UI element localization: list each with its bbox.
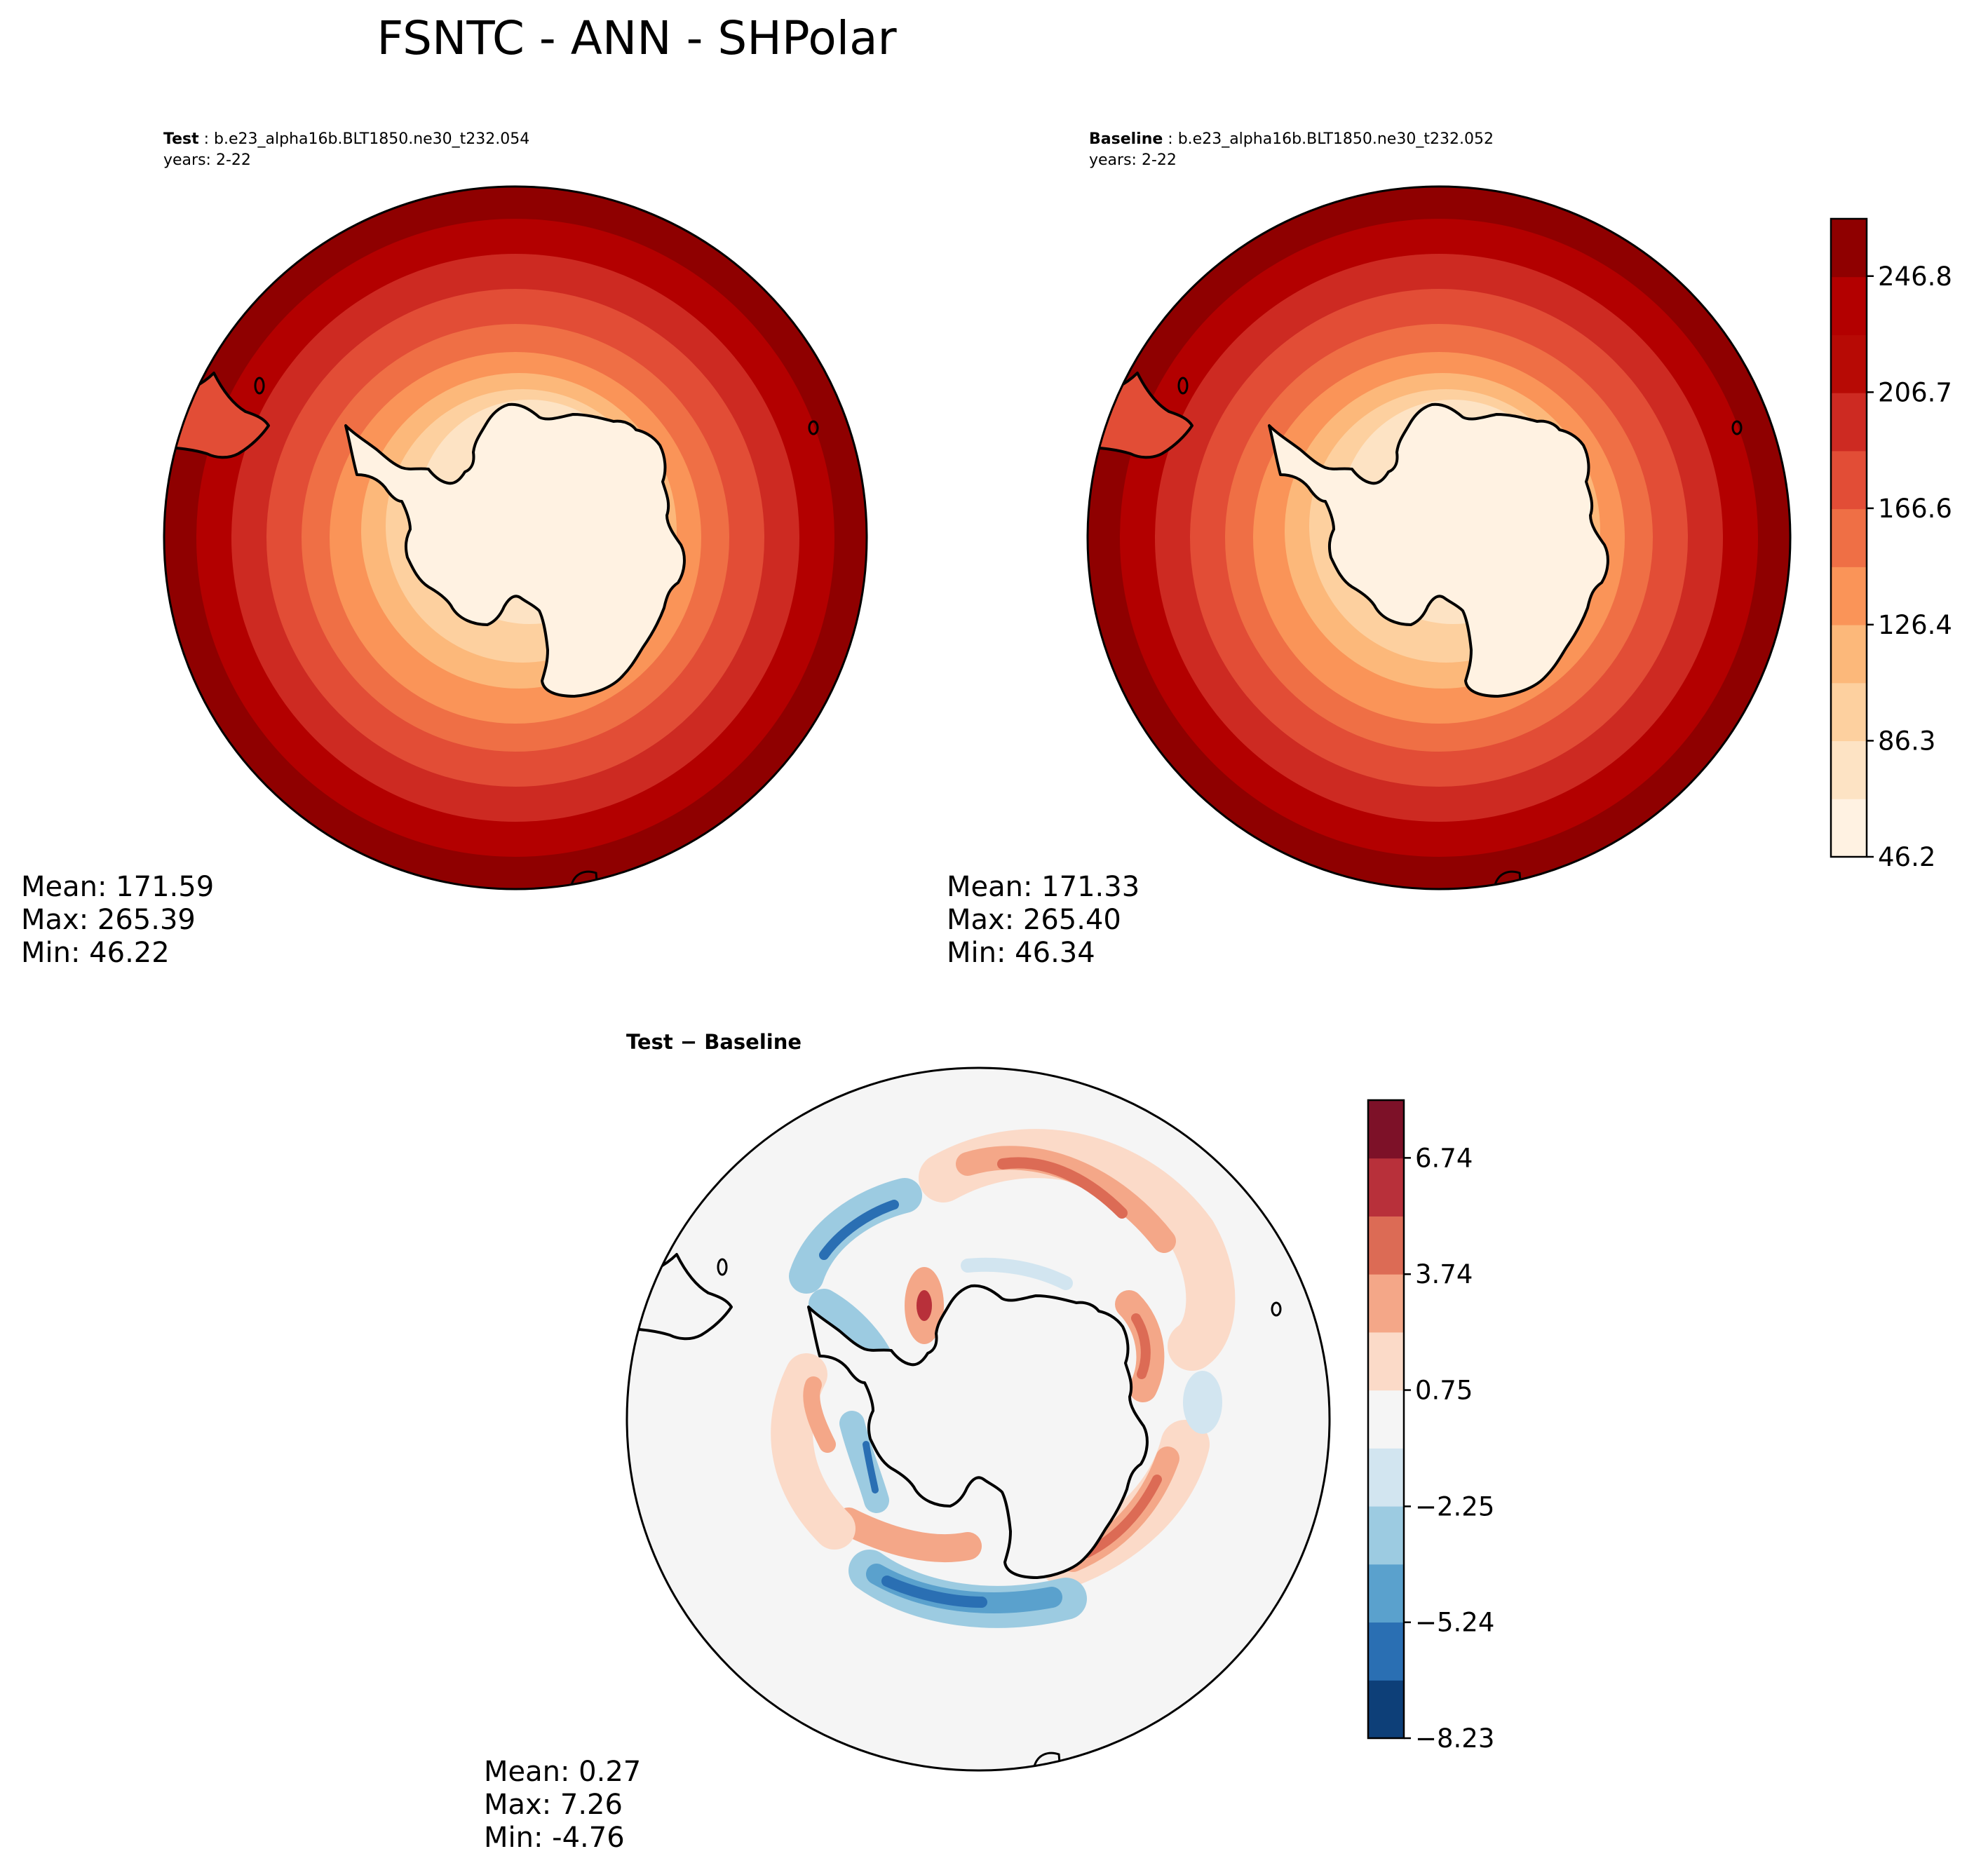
colorbar-main-frame	[1830, 217, 1868, 858]
test-island-1	[254, 377, 265, 395]
colorbar-difference-tick-label-4: 3.74	[1415, 1259, 1473, 1289]
diff-pos-south	[834, 1507, 982, 1563]
baseline-map-outline	[1086, 185, 1792, 890]
colorbar-main-level-4	[1831, 567, 1867, 625]
colorbar-difference-tick-label-3: 0.75	[1415, 1376, 1473, 1406]
colorbar-main: 46.2 86.3 126.4 166.6 206.7 246.8	[1830, 217, 1952, 872]
colorbar-difference-level-3	[1368, 1506, 1404, 1565]
baseline-case-name: b.e23_alpha16b.BLT1850.ne30_t232.052	[1178, 130, 1494, 148]
diff-pos-west-mid	[803, 1376, 836, 1453]
diff-neg-west-core	[863, 1441, 879, 1493]
colorbar-main-level-1	[1831, 740, 1867, 799]
test-map	[164, 187, 867, 889]
diff-neg-nw	[789, 1178, 922, 1294]
figure-title: FSNTC - ANN - SHPolar	[377, 11, 897, 65]
colorbar-main-level-10	[1831, 219, 1867, 278]
colorbar-main-level-7	[1831, 393, 1867, 452]
difference-island-1	[717, 1258, 728, 1276]
panel-difference: Test − Baseline	[484, 1030, 1494, 1854]
diff-neg-nw-core	[819, 1200, 899, 1260]
test-map-outline	[163, 185, 868, 890]
panel-test: Test : b.e23_alpha16b.BLT1850.ne30_t232.…	[21, 130, 868, 969]
difference-label: Test − Baseline	[626, 1030, 802, 1054]
baseline-years: years: 2-22	[1089, 151, 1177, 169]
test-case-name: b.e23_alpha16b.BLT1850.ne30_t232.054	[214, 130, 529, 148]
colorbar-main-level-2	[1831, 682, 1867, 742]
baseline-separator: :	[1163, 130, 1177, 148]
difference-island-2	[1271, 1301, 1282, 1317]
difference-map	[627, 1068, 1330, 1770]
colorbar-main-level-9	[1831, 276, 1867, 335]
colorbar-main-level-0	[1831, 799, 1867, 858]
test-min: Min: 46.22	[21, 937, 170, 969]
colorbar-difference-level-10	[1368, 1100, 1404, 1159]
difference-mean: Mean: 0.27	[484, 1756, 641, 1788]
colorbar-difference-tick-label-0: −8.23	[1415, 1723, 1494, 1754]
colorbar-main-tick-label-4: 206.7	[1878, 377, 1952, 407]
colorbar-difference-level-5	[1368, 1390, 1404, 1449]
colorbar-difference-frame	[1367, 1099, 1405, 1740]
colorbar-difference-level-7	[1368, 1274, 1404, 1333]
colorbar-main-level-6	[1831, 450, 1867, 510]
colorbar-difference-level-0	[1368, 1680, 1404, 1739]
test-years: years: 2-22	[163, 151, 251, 169]
colorbar-main-level-3	[1831, 625, 1867, 684]
diff-neg-east	[1183, 1371, 1222, 1434]
colorbar-main-tick-label-1: 86.3	[1878, 726, 1935, 756]
difference-map-outline	[626, 1066, 1331, 1772]
diff-pos-centre-core	[917, 1290, 932, 1321]
colorbar-main-tick-label-3: 166.6	[1878, 494, 1952, 524]
panel-baseline: Baseline : b.e23_alpha16b.BLT1850.ne30_t…	[947, 130, 1952, 969]
difference-min: Min: -4.76	[484, 1822, 625, 1854]
colorbar-difference-level-6	[1368, 1332, 1404, 1391]
colorbar-main-level-8	[1831, 334, 1867, 393]
test-island-3	[570, 870, 599, 889]
colorbar-difference-tick-label-5: 6.74	[1415, 1143, 1473, 1173]
baseline-island-3	[1494, 870, 1522, 889]
diff-pos-west	[771, 1353, 856, 1550]
colorbar-difference: −8.23 −5.24 −2.25 0.75 3.74 6.74	[1367, 1099, 1494, 1754]
baseline-island-1	[1177, 377, 1189, 395]
colorbar-main-tick-label-0: 46.2	[1878, 842, 1935, 872]
diff-pos-arc-se-core	[1082, 1475, 1162, 1558]
diff-neg-south-core	[881, 1576, 987, 1608]
baseline-label: Baseline	[1089, 130, 1163, 148]
test-separator: :	[199, 130, 214, 148]
colorbar-difference-level-2	[1368, 1564, 1404, 1623]
difference-max: Max: 7.26	[484, 1789, 623, 1821]
baseline-max: Max: 265.40	[947, 904, 1121, 936]
colorbar-difference-tick-label-2: −2.25	[1415, 1491, 1494, 1522]
baseline-min: Min: 46.34	[947, 937, 1095, 969]
colorbar-difference-level-9	[1368, 1158, 1404, 1217]
diff-pos-east-core	[1131, 1313, 1151, 1379]
baseline-case-header: Baseline : b.e23_alpha16b.BLT1850.ne30_t…	[1089, 130, 1494, 148]
colorbar-difference-level-8	[1368, 1216, 1404, 1275]
test-max: Max: 265.39	[21, 904, 196, 936]
baseline-island-2	[1731, 420, 1743, 435]
test-island-2	[808, 420, 819, 435]
colorbar-difference-tick-label-1: −5.24	[1415, 1608, 1494, 1638]
difference-island-3	[1033, 1752, 1062, 1770]
colorbar-difference-level-1	[1368, 1622, 1404, 1681]
test-case-header: Test : b.e23_alpha16b.BLT1850.ne30_t232.…	[163, 130, 529, 148]
baseline-mean: Mean: 171.33	[947, 871, 1140, 903]
diff-pos-arc-ne-core	[997, 1157, 1128, 1219]
colorbar-main-tick-label-5: 246.8	[1878, 262, 1952, 292]
baseline-map	[1088, 187, 1790, 889]
test-mean: Mean: 171.59	[21, 871, 214, 903]
colorbar-main-level-5	[1831, 508, 1867, 567]
colorbar-main-tick-label-2: 126.4	[1878, 610, 1952, 640]
test-label: Test	[163, 130, 199, 148]
diff-neg-north-light	[961, 1257, 1073, 1290]
colorbar-difference-level-4	[1368, 1448, 1404, 1507]
